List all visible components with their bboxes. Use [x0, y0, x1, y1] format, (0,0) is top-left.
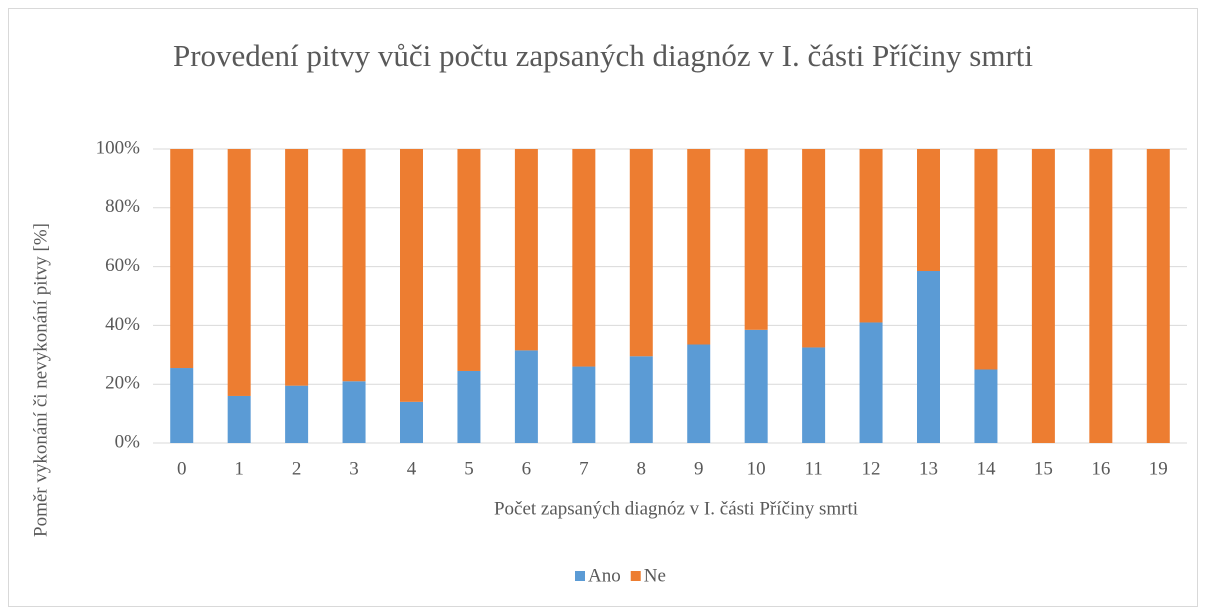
- bar-segment: [802, 347, 826, 443]
- chart-border: [8, 8, 1198, 607]
- bar-segment: [400, 149, 423, 402]
- bar-segment: [687, 344, 711, 443]
- bar-segment: [285, 385, 309, 443]
- y-tick-label: 60%: [105, 255, 140, 276]
- bar-segment: [1089, 149, 1113, 443]
- x-tick-label: 12: [862, 458, 881, 479]
- bar-segment: [227, 395, 251, 443]
- y-tick-label: 20%: [105, 373, 140, 394]
- bar-segment: [514, 149, 538, 351]
- x-tick-label: 1: [234, 458, 244, 479]
- x-tick-label: 15: [1034, 458, 1053, 479]
- bar-segment: [974, 369, 998, 443]
- bar-segment: [974, 149, 998, 370]
- bar-segment: [1031, 149, 1055, 443]
- bar-segment: [457, 149, 481, 371]
- bar-segment: [514, 350, 538, 443]
- bar-segment: [802, 149, 826, 348]
- x-tick-label: 3: [349, 458, 359, 479]
- x-tick-label: 0: [177, 458, 187, 479]
- bar-segment: [1146, 149, 1170, 443]
- chart-title: Provedení pitvy vůči počtu zapsaných dia…: [172, 38, 1034, 73]
- bar-segment: [859, 149, 883, 323]
- bar-segment: [629, 149, 653, 357]
- bar-segment: [917, 149, 940, 272]
- bar-segment: [744, 329, 768, 443]
- bar-segment: [170, 149, 194, 369]
- x-tick-label: 10: [747, 458, 766, 479]
- x-tick-label: 19: [1149, 458, 1168, 479]
- bar-segment: [629, 356, 653, 443]
- bar-segment: [227, 149, 251, 396]
- x-axis-label: Počet zapsaných diagnóz v I. části Příči…: [494, 498, 858, 519]
- bar-segment: [457, 370, 481, 443]
- x-tick-label: 13: [919, 458, 938, 479]
- legend-swatch: [630, 571, 641, 581]
- y-axis-label: Poměr vykonání či nevykonání pitvy [%]: [30, 223, 51, 537]
- legend-label: Ne: [644, 565, 666, 586]
- x-tick-label: 16: [1091, 458, 1110, 479]
- x-tick-label: 8: [637, 458, 647, 479]
- y-tick-label: 0%: [115, 431, 141, 452]
- x-tick-label: 14: [976, 458, 996, 479]
- bar-segment: [572, 366, 596, 443]
- bar-segment: [285, 149, 309, 386]
- bar-segment: [917, 271, 940, 443]
- bar-segment: [342, 381, 366, 443]
- bar-segment: [342, 149, 366, 382]
- y-tick-label: 80%: [105, 196, 140, 217]
- bar-segment: [170, 368, 194, 443]
- bar-segment: [687, 149, 711, 345]
- y-tick-label: 100%: [96, 137, 141, 158]
- legend-label: Ano: [588, 565, 621, 586]
- x-tick-label: 11: [804, 458, 822, 479]
- x-tick-label: 5: [464, 458, 474, 479]
- y-tick-label: 40%: [105, 314, 140, 335]
- x-tick-label: 2: [292, 458, 302, 479]
- legend-swatch: [575, 571, 585, 581]
- x-tick-label: 9: [694, 458, 704, 479]
- x-tick-label: 7: [579, 458, 589, 479]
- x-tick-label: 4: [407, 458, 417, 479]
- bar-segment: [400, 401, 423, 443]
- bar-segment: [744, 149, 768, 330]
- bar-segment: [572, 149, 596, 367]
- bar-segment: [859, 322, 883, 443]
- x-tick-label: 6: [522, 458, 532, 479]
